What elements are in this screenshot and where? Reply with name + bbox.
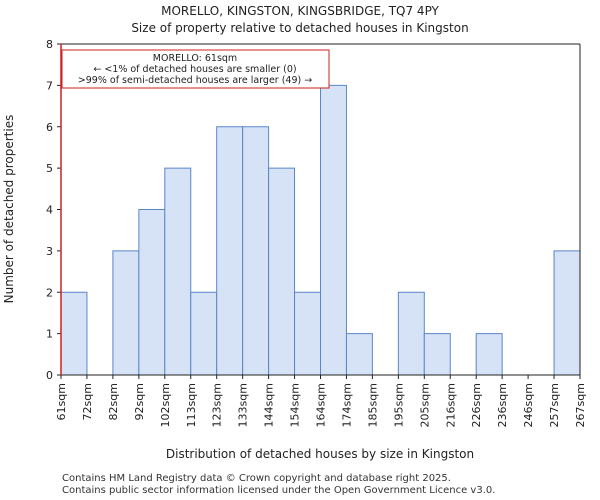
bar-154sqm bbox=[294, 291, 321, 376]
x-tick-label-216sqm: 216sqm bbox=[444, 383, 457, 427]
x-tick-label-267sqm: 267sqm bbox=[574, 383, 587, 427]
x-tick-label-195sqm: 195sqm bbox=[392, 383, 405, 427]
footer-line-2: Contains public sector information licen… bbox=[62, 485, 496, 496]
bar-164sqm bbox=[320, 84, 347, 376]
annotation-line-2: ← <1% of detached houses are smaller (0) bbox=[93, 64, 296, 75]
x-tick-label-205sqm: 205sqm bbox=[418, 383, 431, 427]
x-tick-label-113sqm: 113sqm bbox=[185, 383, 198, 427]
x-tick-label-164sqm: 164sqm bbox=[315, 383, 328, 427]
x-tick-label-123sqm: 123sqm bbox=[211, 383, 224, 427]
footer-line-1: Contains HM Land Registry data © Crown c… bbox=[62, 473, 451, 484]
annotation-line-3: >99% of semi-detached houses are larger … bbox=[78, 75, 312, 86]
bar-123sqm bbox=[216, 126, 244, 376]
y-tick-label: 8 bbox=[46, 38, 53, 51]
chart-subtitle: Size of property relative to detached ho… bbox=[131, 21, 469, 35]
bar-226sqm bbox=[475, 333, 503, 376]
x-tick-label-185sqm: 185sqm bbox=[366, 383, 379, 427]
annotation-box bbox=[61, 49, 330, 89]
annotation-line-1: MORELLO: 61sqm bbox=[153, 53, 237, 64]
x-tick-label-226sqm: 226sqm bbox=[470, 383, 483, 427]
bar-144sqm bbox=[268, 167, 296, 376]
x-tick-label-92sqm: 92sqm bbox=[133, 383, 146, 420]
bar-133sqm bbox=[242, 126, 270, 376]
x-tick-label-154sqm: 154sqm bbox=[289, 383, 302, 427]
bar-61sqm bbox=[60, 291, 88, 376]
y-tick-label: 7 bbox=[46, 79, 53, 92]
bar-92sqm bbox=[138, 209, 166, 376]
y-tick-label: 0 bbox=[46, 369, 53, 382]
y-tick-label: 6 bbox=[46, 121, 53, 134]
y-tick-label: 1 bbox=[46, 328, 53, 341]
bar-174sqm bbox=[345, 333, 373, 376]
bars-group bbox=[60, 84, 581, 376]
bar-113sqm bbox=[190, 291, 218, 376]
y-axis-ticks: 0 1 2 3 4 5 6 7 8 bbox=[46, 38, 61, 382]
y-tick-label: 2 bbox=[46, 286, 53, 299]
x-tick-label-72sqm: 72sqm bbox=[81, 383, 94, 420]
y-tick-label: 5 bbox=[46, 162, 53, 175]
x-tick-label-246sqm: 246sqm bbox=[522, 383, 535, 427]
histogram-chart: 0 1 2 3 4 5 6 7 8 61sqm 72sqm 82sqm 92sqm 102sqm 113s… bbox=[2, 38, 587, 461]
bar-257sqm bbox=[553, 250, 581, 376]
chart-title: MORELLO, KINGSTON, KINGSBRIDGE, TQ7 4PY bbox=[161, 4, 439, 18]
x-axis-ticks: 61sqm 72sqm 82sqm 92sqm 102sqm 113sqm 123sqm 13… bbox=[55, 375, 587, 427]
x-tick-label-257sqm: 257sqm bbox=[548, 383, 561, 427]
x-axis-label: Distribution of detached houses by size … bbox=[166, 447, 474, 461]
y-tick-label: 4 bbox=[46, 204, 53, 217]
x-tick-label-82sqm: 82sqm bbox=[107, 383, 120, 420]
x-tick-label-174sqm: 174sqm bbox=[340, 383, 353, 427]
bar-205sqm bbox=[423, 333, 451, 376]
x-tick-label-133sqm: 133sqm bbox=[237, 383, 250, 427]
x-tick-label-236sqm: 236sqm bbox=[496, 383, 509, 427]
x-tick-label-61sqm: 61sqm bbox=[55, 383, 68, 420]
bar-195sqm bbox=[397, 291, 425, 376]
bar-102sqm bbox=[164, 167, 192, 376]
x-tick-label-144sqm: 144sqm bbox=[263, 383, 276, 427]
y-tick-label: 3 bbox=[46, 245, 53, 258]
bar-82sqm bbox=[112, 250, 140, 376]
x-tick-label-102sqm: 102sqm bbox=[159, 383, 172, 427]
y-axis-label: Number of detached properties bbox=[2, 115, 16, 304]
